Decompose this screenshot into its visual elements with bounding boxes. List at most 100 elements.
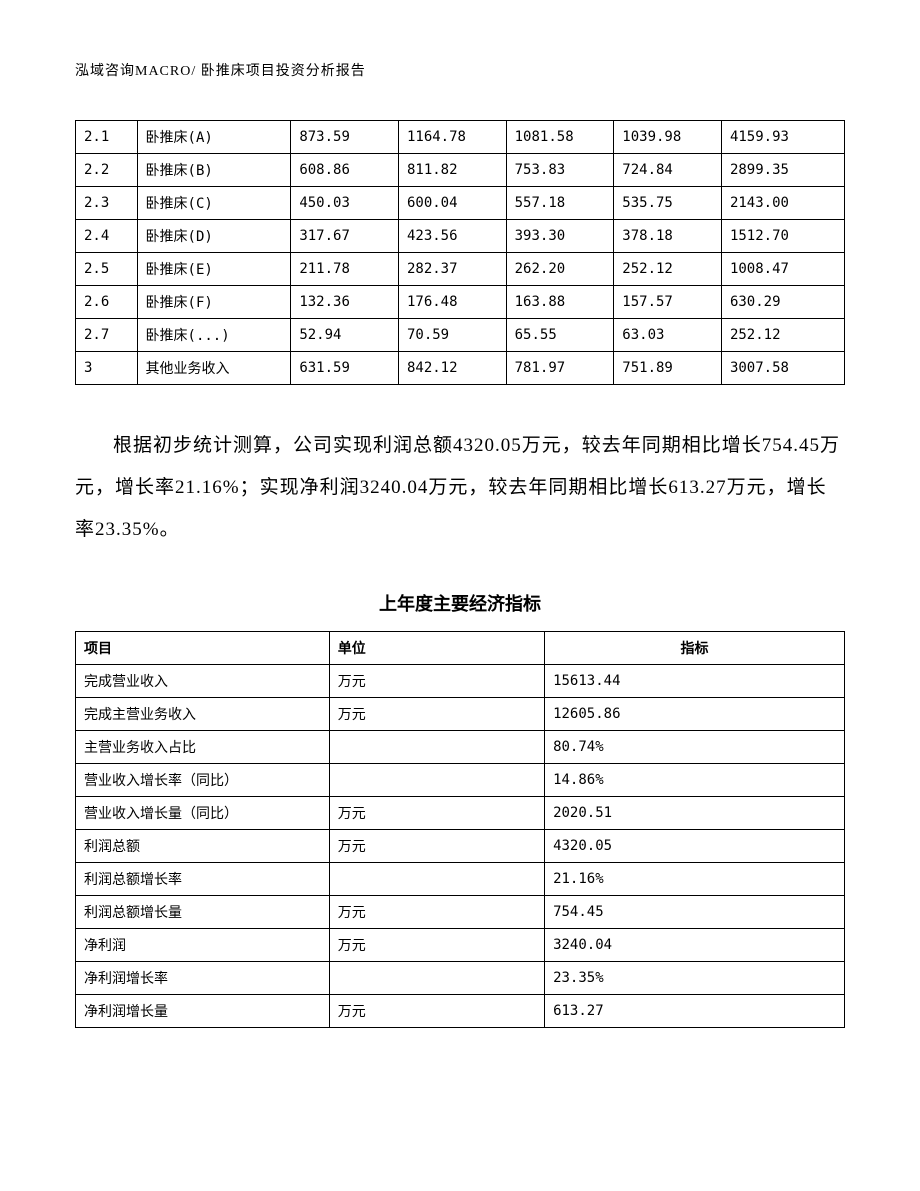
cell: 2.3 bbox=[76, 187, 138, 220]
cell: 63.03 bbox=[614, 319, 722, 352]
cell: 卧推床(A) bbox=[137, 121, 291, 154]
cell: 4320.05 bbox=[545, 830, 845, 863]
cell: 其他业务收入 bbox=[137, 352, 291, 385]
cell: 52.94 bbox=[291, 319, 399, 352]
cell: 842.12 bbox=[398, 352, 506, 385]
cell: 393.30 bbox=[506, 220, 614, 253]
cell: 完成营业收入 bbox=[76, 665, 330, 698]
table-row: 2.2 卧推床(B) 608.86 811.82 753.83 724.84 2… bbox=[76, 154, 845, 187]
cell: 15613.44 bbox=[545, 665, 845, 698]
cell: 23.35% bbox=[545, 962, 845, 995]
table-row: 完成主营业务收入 万元 12605.86 bbox=[76, 698, 845, 731]
cell: 万元 bbox=[329, 830, 544, 863]
cell: 营业收入增长率（同比） bbox=[76, 764, 330, 797]
table-row: 利润总额 万元 4320.05 bbox=[76, 830, 845, 863]
cell: 754.45 bbox=[545, 896, 845, 929]
cell: 630.29 bbox=[721, 286, 844, 319]
table-row: 净利润增长量 万元 613.27 bbox=[76, 995, 845, 1028]
cell: 535.75 bbox=[614, 187, 722, 220]
cell: 2.1 bbox=[76, 121, 138, 154]
header-text: 泓域咨询MACRO/ 卧推床项目投资分析报告 bbox=[75, 64, 366, 79]
cell: 423.56 bbox=[398, 220, 506, 253]
cell: 净利润 bbox=[76, 929, 330, 962]
cell: 724.84 bbox=[614, 154, 722, 187]
cell: 613.27 bbox=[545, 995, 845, 1028]
summary-paragraph: 根据初步统计测算，公司实现利润总额4320.05万元，较去年同期相比增长754.… bbox=[75, 425, 845, 550]
cell: 营业收入增长量（同比） bbox=[76, 797, 330, 830]
table-row: 主营业务收入占比 80.74% bbox=[76, 731, 845, 764]
table-row: 利润总额增长率 21.16% bbox=[76, 863, 845, 896]
cell: 3 bbox=[76, 352, 138, 385]
cell: 卧推床(...) bbox=[137, 319, 291, 352]
cell: 利润总额增长率 bbox=[76, 863, 330, 896]
cell: 万元 bbox=[329, 995, 544, 1028]
table-header-row: 项目 单位 指标 bbox=[76, 632, 845, 665]
cell: 450.03 bbox=[291, 187, 399, 220]
table-row: 营业收入增长量（同比） 万元 2020.51 bbox=[76, 797, 845, 830]
cell: 万元 bbox=[329, 797, 544, 830]
table-row: 2.3 卧推床(C) 450.03 600.04 557.18 535.75 2… bbox=[76, 187, 845, 220]
cell: 557.18 bbox=[506, 187, 614, 220]
cell: 1008.47 bbox=[721, 253, 844, 286]
cell: 卧推床(C) bbox=[137, 187, 291, 220]
cell bbox=[329, 863, 544, 896]
cell: 万元 bbox=[329, 929, 544, 962]
cell: 211.78 bbox=[291, 253, 399, 286]
cell: 主营业务收入占比 bbox=[76, 731, 330, 764]
cell: 3007.58 bbox=[721, 352, 844, 385]
table-row: 净利润增长率 23.35% bbox=[76, 962, 845, 995]
cell: 252.12 bbox=[721, 319, 844, 352]
cell: 163.88 bbox=[506, 286, 614, 319]
table-row: 利润总额增长量 万元 754.45 bbox=[76, 896, 845, 929]
cell: 2.4 bbox=[76, 220, 138, 253]
cell: 751.89 bbox=[614, 352, 722, 385]
cell: 1081.58 bbox=[506, 121, 614, 154]
table-row: 2.5 卧推床(E) 211.78 282.37 262.20 252.12 1… bbox=[76, 253, 845, 286]
cell bbox=[329, 731, 544, 764]
header-cell: 项目 bbox=[76, 632, 330, 665]
cell: 811.82 bbox=[398, 154, 506, 187]
cell: 1039.98 bbox=[614, 121, 722, 154]
cell bbox=[329, 962, 544, 995]
cell bbox=[329, 764, 544, 797]
cell: 873.59 bbox=[291, 121, 399, 154]
cell: 万元 bbox=[329, 665, 544, 698]
cell: 2.2 bbox=[76, 154, 138, 187]
cell: 卧推床(F) bbox=[137, 286, 291, 319]
cell: 132.36 bbox=[291, 286, 399, 319]
cell: 70.59 bbox=[398, 319, 506, 352]
cell: 万元 bbox=[329, 698, 544, 731]
header-cell: 单位 bbox=[329, 632, 544, 665]
cell: 1164.78 bbox=[398, 121, 506, 154]
cell: 317.67 bbox=[291, 220, 399, 253]
cell: 2143.00 bbox=[721, 187, 844, 220]
cell: 卧推床(E) bbox=[137, 253, 291, 286]
cell: 完成主营业务收入 bbox=[76, 698, 330, 731]
cell: 2.6 bbox=[76, 286, 138, 319]
cell: 781.97 bbox=[506, 352, 614, 385]
cell: 2.7 bbox=[76, 319, 138, 352]
cell: 282.37 bbox=[398, 253, 506, 286]
cell: 176.48 bbox=[398, 286, 506, 319]
table-row: 净利润 万元 3240.04 bbox=[76, 929, 845, 962]
cell: 利润总额增长量 bbox=[76, 896, 330, 929]
cell: 万元 bbox=[329, 896, 544, 929]
cell: 净利润增长率 bbox=[76, 962, 330, 995]
cell: 65.55 bbox=[506, 319, 614, 352]
cell: 157.57 bbox=[614, 286, 722, 319]
table2-title: 上年度主要经济指标 bbox=[75, 590, 845, 616]
cell: 3240.04 bbox=[545, 929, 845, 962]
table-row: 2.4 卧推床(D) 317.67 423.56 393.30 378.18 1… bbox=[76, 220, 845, 253]
cell: 2.5 bbox=[76, 253, 138, 286]
economic-indicators-table: 项目 单位 指标 完成营业收入 万元 15613.44 完成主营业务收入 万元 … bbox=[75, 631, 845, 1028]
cell: 21.16% bbox=[545, 863, 845, 896]
header-cell: 指标 bbox=[545, 632, 845, 665]
cell: 卧推床(D) bbox=[137, 220, 291, 253]
cell: 252.12 bbox=[614, 253, 722, 286]
cell: 2899.35 bbox=[721, 154, 844, 187]
table-row: 3 其他业务收入 631.59 842.12 781.97 751.89 300… bbox=[76, 352, 845, 385]
cell: 利润总额 bbox=[76, 830, 330, 863]
table-row: 2.6 卧推床(F) 132.36 176.48 163.88 157.57 6… bbox=[76, 286, 845, 319]
table-row: 2.1 卧推床(A) 873.59 1164.78 1081.58 1039.9… bbox=[76, 121, 845, 154]
cell: 378.18 bbox=[614, 220, 722, 253]
